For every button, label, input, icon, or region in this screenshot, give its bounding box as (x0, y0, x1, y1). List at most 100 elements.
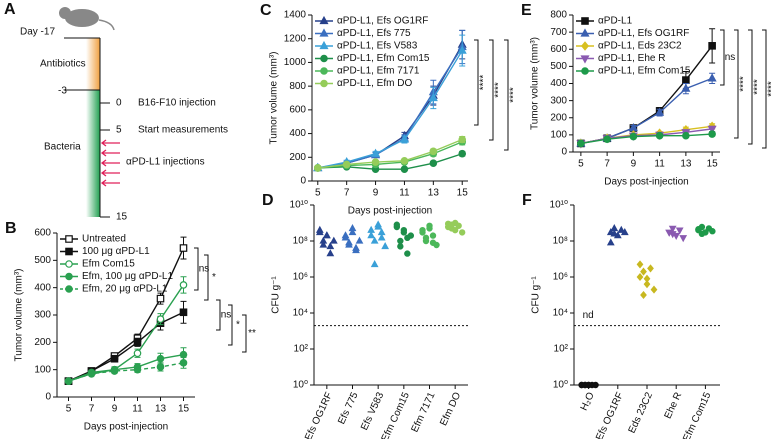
bacteria-bar (86, 90, 100, 217)
y-axis-label: Tumor volume (mm³) (269, 52, 280, 145)
marker (110, 354, 119, 363)
y-axis-label: CFU g⁻¹ (271, 276, 282, 314)
marker (87, 369, 96, 378)
marker (640, 290, 647, 300)
marker (655, 131, 664, 140)
y-tick-label: 800 (550, 10, 567, 21)
marker (707, 125, 717, 134)
marker (329, 236, 338, 244)
y-tick-label: 0 (45, 392, 51, 403)
legend-label: αPD-L1, Efm Com15 (337, 53, 430, 64)
marker (371, 158, 380, 166)
series-line (68, 362, 184, 382)
marker (606, 228, 615, 236)
mouse-icon (98, 19, 115, 31)
significance-bracket (474, 39, 479, 126)
significance-bracket (228, 304, 233, 346)
marker (315, 225, 324, 233)
x-tick-label: 11 (399, 188, 410, 199)
x-tick-label: Efs 775 (336, 390, 360, 426)
legend-label: αPD-L1, Efm Com15 (598, 66, 691, 77)
timeline-label: Start measurements (138, 125, 228, 136)
marker (695, 226, 702, 233)
marker (708, 42, 716, 50)
marker (682, 76, 690, 84)
y-tick-label: 800 (289, 81, 306, 92)
marker (319, 15, 329, 25)
y-tick-label: 500 (550, 61, 567, 72)
marker (156, 354, 165, 363)
marker (320, 79, 328, 88)
x-tick-label: Ehe R (663, 391, 685, 421)
timeline-label: Antibiotics (40, 59, 86, 70)
y-tick-label: 200 (550, 112, 567, 123)
marker (393, 221, 401, 228)
y-tick-label: 300 (550, 95, 567, 106)
significance-bracket (720, 29, 725, 86)
marker (65, 260, 73, 268)
marker (377, 233, 386, 241)
marker (348, 224, 357, 232)
y-tick-label: 100 (34, 364, 51, 375)
timeline-label: 0 (116, 98, 122, 109)
marker (374, 220, 383, 228)
series-line (68, 311, 184, 382)
x-tick-label: 15 (178, 404, 190, 415)
significance-label: **** (767, 81, 777, 97)
panel-letter: D (262, 192, 274, 209)
y-tick-label: 10¹⁰ (290, 200, 308, 211)
legend-label: αPD-L1 (598, 16, 633, 27)
marker (342, 160, 351, 169)
marker (426, 222, 433, 229)
marker (668, 225, 677, 233)
marker (610, 229, 619, 237)
marker (65, 247, 73, 256)
timeline-label: -3 (58, 86, 67, 97)
marker (620, 228, 629, 236)
y-tick-label: 300 (34, 310, 51, 321)
series-line (580, 128, 713, 145)
marker (580, 55, 590, 64)
marker (636, 260, 644, 269)
marker (617, 225, 626, 233)
marker (179, 244, 188, 252)
legend-label: 100 μg αPD-L1 (82, 246, 150, 257)
y-tick-label: 10⁴ (293, 308, 308, 319)
x-tick-label: Efs V583 (359, 390, 386, 432)
panel-letter: C (260, 2, 272, 19)
significance-label: ns (725, 52, 736, 63)
marker (319, 240, 328, 248)
y-tick-label: 0 (561, 147, 567, 158)
marker (457, 45, 467, 54)
y-tick-label: 700 (550, 27, 567, 38)
marker (429, 147, 438, 156)
x-tick-label: Efs OG1RF (303, 391, 335, 439)
marker (429, 159, 438, 168)
legend-label: αPD-L1, Efs OG1RF (337, 16, 428, 27)
marker (371, 148, 381, 157)
marker (370, 260, 379, 268)
x-tick-label: Efm Com15 (681, 390, 713, 439)
x-tick-label: Efm DO (438, 391, 463, 428)
timeline-label: Day -17 (20, 27, 55, 38)
marker (319, 40, 329, 50)
significance-bracket (489, 39, 494, 141)
legend-label: αPD-L1, Efs 775 (337, 28, 411, 39)
marker (322, 231, 331, 239)
significance-bracket (762, 29, 767, 149)
series-line (68, 284, 185, 382)
x-tick-label: H₂O (579, 391, 597, 413)
significance-bracket (216, 299, 221, 331)
marker (65, 235, 73, 243)
mouse-icon (65, 9, 99, 27)
x-axis-label: Days post-injection (348, 206, 432, 217)
x-tick-label: Efm 7171 (410, 390, 438, 434)
x-tick-label: 13 (428, 188, 440, 199)
timeline-label: Bacteria (44, 142, 81, 153)
marker (326, 249, 335, 257)
y-tick-label: 10⁶ (553, 272, 568, 283)
marker (429, 239, 437, 246)
annotation: nd (583, 310, 594, 321)
y-axis-label: CFU g⁻¹ (531, 276, 542, 314)
marker (348, 228, 357, 236)
